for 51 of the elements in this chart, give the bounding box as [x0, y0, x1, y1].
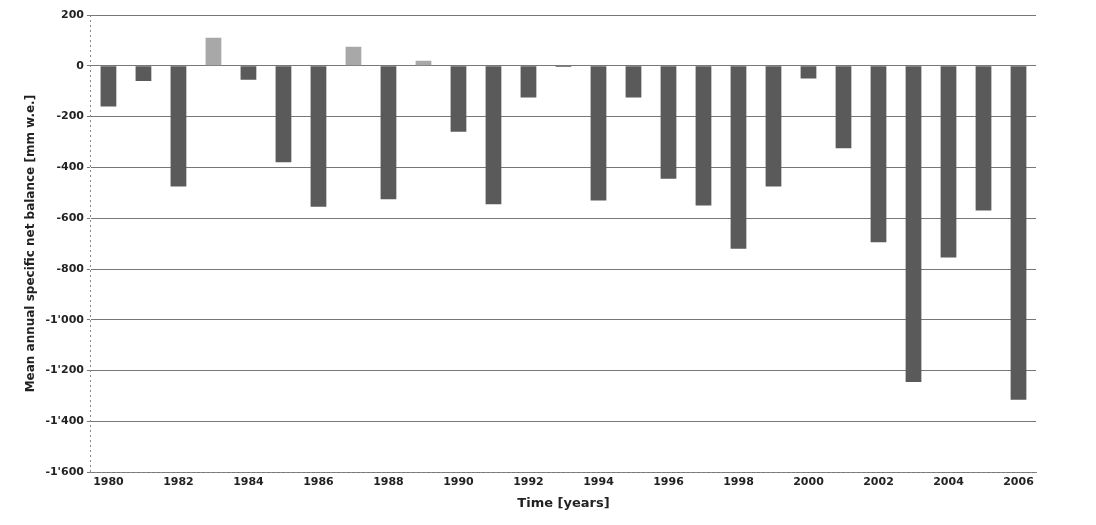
y-tick-label: -600: [56, 211, 85, 225]
x-tick-label: 1992: [513, 474, 544, 488]
bar: [1010, 66, 1027, 400]
y-tick-label: 200: [60, 7, 85, 21]
bar: [625, 66, 642, 98]
bar: [345, 46, 362, 66]
x-tick-label: 1986: [303, 474, 335, 488]
bar: [835, 66, 852, 149]
bar: [100, 66, 117, 107]
y-tick-label: -800: [56, 261, 85, 275]
bar: [975, 66, 992, 211]
bar: [870, 66, 887, 243]
bar: [380, 66, 397, 200]
bar: [765, 66, 782, 187]
x-tick-label: 2002: [863, 474, 894, 488]
bar: [730, 66, 747, 249]
y-tick-label: -1'000: [45, 312, 85, 326]
y-tick-label: -400: [56, 160, 85, 174]
x-tick-label: 1982: [163, 474, 194, 488]
bar: [450, 66, 467, 132]
bar: [170, 66, 187, 187]
y-tick-label: -1'200: [45, 363, 85, 377]
x-tick-label: 2006: [1003, 474, 1035, 488]
bar: [590, 66, 607, 201]
x-tick-label: 1984: [233, 474, 265, 488]
x-tick-label: 2004: [933, 474, 965, 488]
bar: [905, 66, 922, 383]
bar: [485, 66, 502, 205]
y-tick-label: -1'600: [45, 465, 85, 479]
x-tick-label: 1980: [93, 474, 125, 488]
bar: [275, 66, 292, 163]
bar: [310, 66, 327, 207]
bar: [940, 66, 957, 258]
y-axis-title: Mean annual specific net balance [mm w.e.]: [23, 94, 38, 393]
x-tick-label: 1994: [583, 474, 615, 488]
y-tick-label: 0: [76, 58, 85, 72]
bar: [240, 66, 257, 80]
x-axis-title: Time [years]: [517, 494, 610, 510]
bar: [520, 66, 537, 98]
bar: [205, 37, 222, 66]
bar: [695, 66, 712, 206]
x-tick-label: 1998: [723, 474, 754, 488]
x-tick-label: 2000: [793, 474, 825, 488]
x-tick-label: 1990: [443, 474, 475, 488]
bar: [800, 66, 817, 79]
x-tick-label: 1988: [373, 474, 404, 488]
bar: [135, 66, 152, 82]
x-tick-label: 1996: [653, 474, 685, 488]
bar: [660, 66, 677, 179]
y-tick-label: -200: [56, 109, 85, 123]
y-tick-label: -1'400: [45, 414, 85, 428]
